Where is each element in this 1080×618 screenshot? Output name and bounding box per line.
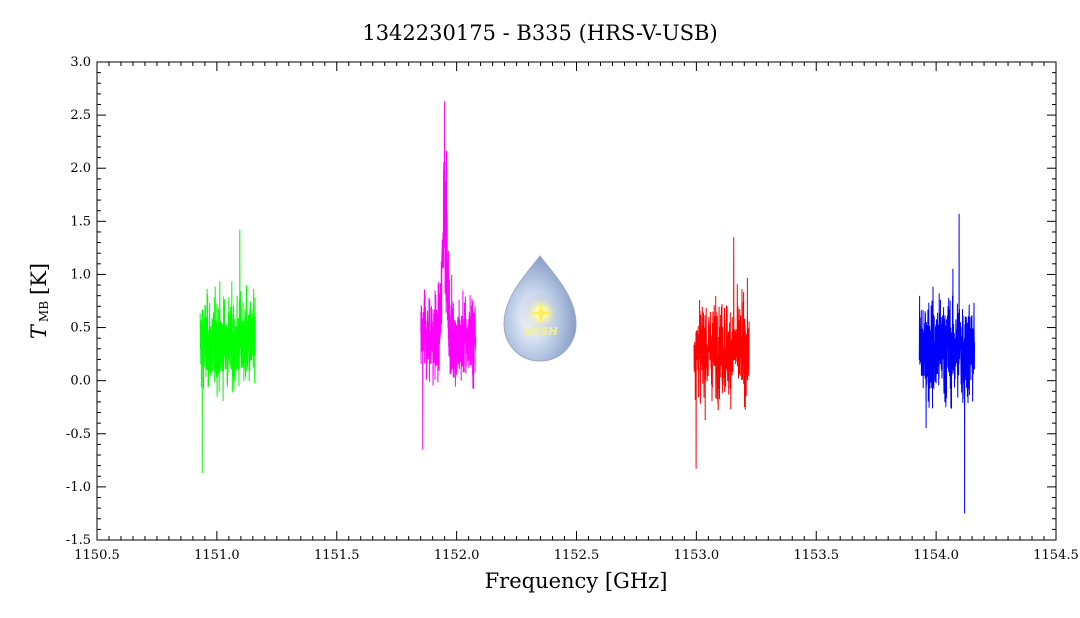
chart-title: 1342230175 - B335 (HRS-V-USB) <box>362 21 717 45</box>
x-tick-label: 1152.5 <box>554 548 600 563</box>
x-tick-label: 1150.5 <box>74 548 120 563</box>
y-axis-title: TMB [K] <box>27 263 51 339</box>
y-tick-label: -0.5 <box>66 427 91 442</box>
y-tick-label: 3.0 <box>70 55 91 70</box>
star-icon <box>530 302 552 324</box>
y-tick-label: 2.0 <box>70 161 91 176</box>
x-tick-label: 1151.0 <box>194 548 240 563</box>
x-axis-title: Frequency [GHz] <box>485 569 668 593</box>
y-tick-label: -1.5 <box>66 533 91 548</box>
x-tick-label: 1153.0 <box>674 548 720 563</box>
y-axis-title-sub: MB <box>37 301 51 322</box>
spectrum-series-4 <box>918 213 975 514</box>
y-axis: -1.5 -1.0 -0.5 0.0 0.5 1.0 1.5 2.0 2.5 3.0 <box>66 55 1056 548</box>
svg-text:TMB[K]: TMB [K] <box>27 263 51 339</box>
x-tick-label: 1152.0 <box>434 548 480 563</box>
x-tick-label: 1151.5 <box>314 548 360 563</box>
y-tick-label: 1.5 <box>70 214 91 229</box>
spectrum-series-3 <box>693 237 750 469</box>
x-tick-label: 1154.0 <box>913 548 959 563</box>
y-tick-label: 2.5 <box>70 108 91 123</box>
y-axis-title-main: T <box>27 323 51 339</box>
spectrum-series-2 <box>420 101 477 450</box>
x-tick-label: 1154.5 <box>1033 548 1079 563</box>
x-tick-label: 1153.5 <box>794 548 840 563</box>
y-tick-label: -1.0 <box>66 480 91 495</box>
wish-logo: WISH <box>503 255 577 362</box>
y-tick-label: 1.0 <box>70 267 91 282</box>
plot-area <box>199 101 975 514</box>
logo-text: WISH <box>524 325 557 338</box>
y-tick-label: 0.0 <box>70 374 91 389</box>
spectrum-series-1 <box>199 229 256 474</box>
y-axis-title-unit: [K] <box>27 263 51 295</box>
y-tick-label: 0.5 <box>70 321 91 336</box>
x-axis: 1150.5 1151.0 1151.5 1152.0 1152.5 1153.0 1153… <box>74 62 1079 563</box>
